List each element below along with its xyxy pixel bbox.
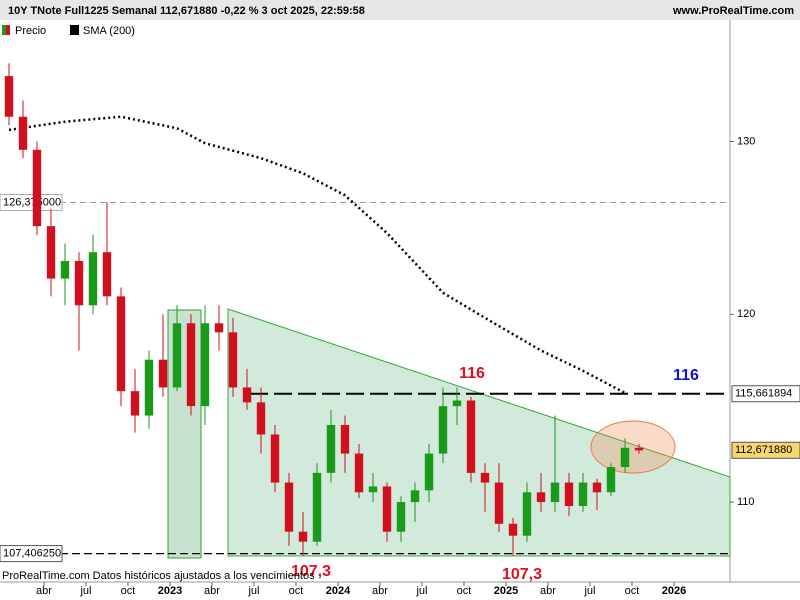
candle-body [326, 424, 336, 473]
annotation: 116 [673, 367, 699, 384]
candle-body [32, 149, 42, 227]
price-label: 115,661894 [735, 388, 792, 400]
candle-body [130, 391, 140, 416]
candle-body [88, 252, 98, 306]
x-tick-label: jul [583, 585, 595, 597]
price-label: 107,406250 [3, 547, 61, 559]
candle-body [242, 387, 252, 403]
candle-body [340, 424, 350, 454]
annotation: 116 [459, 365, 485, 382]
candle-body [522, 492, 532, 536]
x-tick-label: 2025 [494, 585, 518, 597]
x-tick-label: abr [540, 585, 556, 597]
candle-body [592, 482, 602, 493]
y-tick-label: 120 [737, 308, 755, 320]
x-tick-label: abr [204, 585, 220, 597]
candle-body [438, 406, 448, 454]
price-label-box [731, 441, 800, 459]
candle-body [4, 76, 14, 117]
price-label: 112,671880 [735, 444, 792, 456]
x-tick-label: abr [36, 585, 52, 597]
candle-body [536, 492, 546, 503]
candle-body [410, 490, 420, 503]
price-label: 126,375000 [3, 196, 61, 208]
candle-body [270, 434, 280, 483]
header-title: 10Y TNote Full1225 Semanal 112,671880 -0… [8, 5, 365, 17]
candle-body [158, 359, 168, 388]
x-tick-label: 2024 [326, 585, 351, 597]
candle-body [298, 531, 308, 542]
candle-body [452, 400, 462, 407]
candle-body [424, 453, 434, 491]
highlight-ellipse [590, 420, 676, 474]
candle-body [60, 260, 70, 279]
candle-body [18, 116, 28, 150]
candle-body [228, 332, 238, 388]
x-tick-label: oct [625, 585, 640, 597]
candle-body [284, 482, 294, 532]
candle-body [214, 323, 224, 333]
legend-swatch [6, 25, 10, 35]
candle-body [368, 486, 378, 493]
candle-body [74, 260, 84, 306]
candle-body [116, 296, 126, 392]
legend-label: Precio [15, 25, 46, 37]
candle-body [382, 486, 392, 532]
candle-body [102, 252, 112, 297]
x-tick-label: 2023 [158, 585, 182, 597]
footer: ProRealTime.com Datos históricos ajustad… [2, 570, 315, 582]
candle-body [634, 447, 644, 451]
candle-body [480, 472, 490, 483]
candle-body [186, 323, 196, 407]
x-tick-label: jul [247, 585, 259, 597]
annotation: 107,3 [502, 566, 542, 583]
x-tick-label: abr [372, 585, 388, 597]
y-tick-label: 110 [737, 496, 755, 508]
x-tick-label: jul [79, 585, 91, 597]
candle-body [578, 482, 588, 507]
price-label-box [0, 194, 63, 212]
candle-body [564, 482, 574, 507]
candle-body [312, 472, 322, 542]
candle-body [200, 323, 210, 407]
x-tick-label: 2026 [662, 585, 686, 597]
x-tick-label: oct [289, 585, 304, 597]
x-tick-label: jul [415, 585, 427, 597]
candle-body [494, 482, 504, 524]
candle-body [606, 467, 616, 493]
triangle-zone [227, 308, 731, 557]
header-site: www.ProRealTime.com [672, 5, 794, 17]
candle-body [46, 226, 56, 279]
candle-body [508, 523, 518, 536]
candle-body [620, 447, 630, 468]
legend-swatch [70, 25, 79, 35]
candle-body [550, 482, 560, 503]
y-tick-label: 130 [737, 135, 755, 147]
legend-label: SMA (200) [83, 25, 135, 37]
candle-body [172, 323, 182, 388]
price-label-box [731, 385, 800, 403]
annotation: 107,3 [291, 563, 331, 580]
price-label-box [0, 545, 63, 563]
x-tick-label: oct [457, 585, 472, 597]
header-bar [0, 0, 800, 20]
x-tick-label: oct [121, 585, 136, 597]
candle-body [256, 402, 266, 435]
candle-body [144, 359, 154, 416]
candle-body [354, 453, 364, 493]
candle-body [466, 400, 476, 473]
candle-body [396, 502, 406, 532]
